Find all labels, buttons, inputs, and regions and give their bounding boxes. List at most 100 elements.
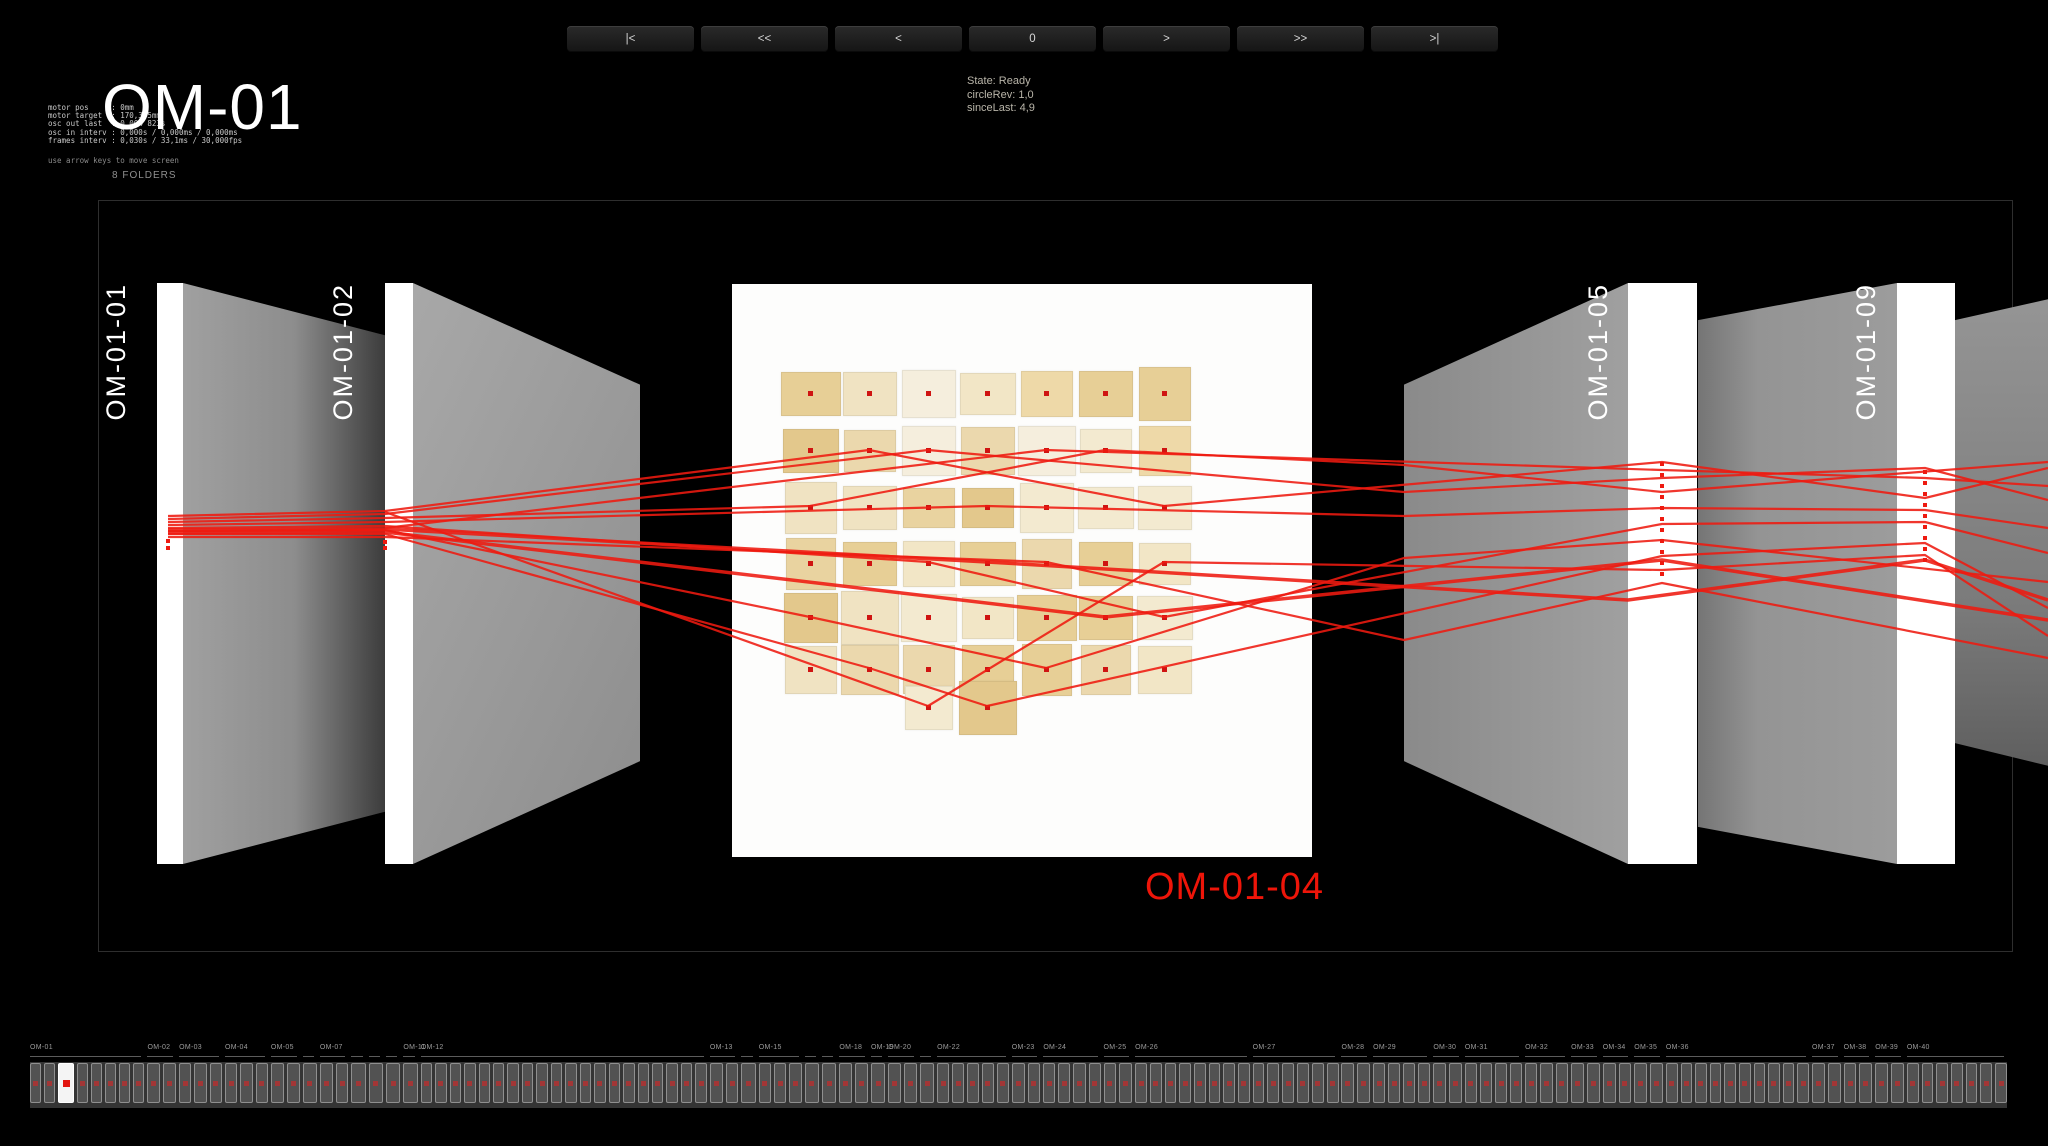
- document-thumbnail[interactable]: [1136, 596, 1194, 640]
- timeline-cell[interactable]: [507, 1063, 519, 1103]
- timeline-cell[interactable]: [1921, 1063, 1934, 1103]
- document-thumbnail[interactable]: [1138, 486, 1192, 530]
- timeline-cell[interactable]: [1555, 1063, 1569, 1103]
- timeline-cell[interactable]: [904, 1063, 917, 1103]
- timeline-cell[interactable]: [1043, 1063, 1056, 1103]
- timeline-cell[interactable]: [1464, 1063, 1477, 1103]
- document-thumbnail[interactable]: [1078, 596, 1134, 640]
- timeline-cell[interactable]: [1088, 1063, 1101, 1103]
- timeline-cell[interactable]: [225, 1063, 238, 1103]
- document-thumbnail[interactable]: [903, 487, 955, 529]
- timeline-cell[interactable]: [594, 1063, 606, 1103]
- timeline-cell[interactable]: [966, 1063, 979, 1103]
- document-thumbnail[interactable]: [1079, 371, 1133, 417]
- timeline-cell[interactable]: [1951, 1063, 1963, 1103]
- timeline-cell[interactable]: [1164, 1063, 1177, 1103]
- timeline-cell[interactable]: [623, 1063, 635, 1103]
- timeline-cell[interactable]: [1843, 1063, 1857, 1103]
- timeline-cell[interactable]: [1680, 1063, 1693, 1103]
- timeline-cell[interactable]: [789, 1063, 802, 1103]
- timeline-cell[interactable]: [1479, 1063, 1493, 1103]
- document-thumbnail[interactable]: [841, 591, 899, 645]
- timeline-cell[interactable]: [1811, 1063, 1825, 1103]
- timeline-cell[interactable]: [435, 1063, 447, 1103]
- timeline-cell[interactable]: [1208, 1063, 1221, 1103]
- timeline-cell[interactable]: [1149, 1063, 1162, 1103]
- timeline-cell[interactable]: [536, 1063, 548, 1103]
- timeline-cell[interactable]: [680, 1063, 693, 1103]
- document-thumbnail[interactable]: [1078, 542, 1134, 586]
- timeline-cell[interactable]: [1495, 1063, 1508, 1103]
- timeline-cell[interactable]: [133, 1063, 145, 1103]
- timeline-cell[interactable]: [335, 1063, 349, 1103]
- timeline-cell[interactable]: [1724, 1063, 1736, 1103]
- timeline-cell[interactable]: [1011, 1063, 1025, 1103]
- timeline-cell[interactable]: [1510, 1063, 1523, 1103]
- timeline-cell[interactable]: [565, 1063, 577, 1103]
- document-thumbnail[interactable]: [960, 372, 1016, 416]
- document-thumbnail[interactable]: [1019, 482, 1074, 534]
- timeline-cell[interactable]: [403, 1063, 418, 1103]
- timeline-cell[interactable]: [1326, 1063, 1339, 1103]
- timeline-cell[interactable]: [270, 1063, 284, 1103]
- timeline-cell[interactable]: [579, 1063, 592, 1103]
- timeline-cell[interactable]: [695, 1063, 707, 1103]
- timeline-cell[interactable]: [1586, 1063, 1600, 1103]
- timeline-cell[interactable]: [1403, 1063, 1416, 1103]
- timeline-cell[interactable]: [1782, 1063, 1795, 1103]
- document-thumbnail[interactable]: [1077, 487, 1135, 529]
- timeline-cell[interactable]: [1418, 1063, 1431, 1103]
- timeline-cell[interactable]: [240, 1063, 253, 1103]
- folder-spine-om-01-01[interactable]: [157, 283, 183, 864]
- document-thumbnail[interactable]: [1017, 594, 1077, 642]
- timeline-cell[interactable]: [1618, 1063, 1632, 1103]
- timeline-cell[interactable]: [179, 1063, 192, 1103]
- timeline-cell[interactable]: [1571, 1063, 1584, 1103]
- document-thumbnail[interactable]: [960, 542, 1016, 586]
- timeline-cell[interactable]: [709, 1063, 723, 1103]
- timeline-cell[interactable]: [147, 1063, 161, 1103]
- timeline-cell[interactable]: [1650, 1063, 1663, 1103]
- timeline-cell[interactable]: [919, 1063, 935, 1103]
- document-thumbnail[interactable]: [1139, 367, 1191, 421]
- jump-first-button[interactable]: |<: [567, 26, 694, 52]
- timeline-cell[interactable]: [1119, 1063, 1133, 1103]
- timeline-cell[interactable]: [1027, 1063, 1041, 1103]
- timeline-cell[interactable]: [209, 1063, 223, 1103]
- timeline-cell[interactable]: [1665, 1063, 1678, 1103]
- timeline-cell[interactable]: [1709, 1063, 1722, 1103]
- timeline-cell[interactable]: [464, 1063, 476, 1103]
- timeline-cell[interactable]: [386, 1063, 401, 1103]
- document-thumbnail[interactable]: [902, 541, 956, 587]
- timeline-cell[interactable]: [774, 1063, 787, 1103]
- document-thumbnail[interactable]: [962, 487, 1014, 529]
- timeline-cell[interactable]: [1135, 1063, 1147, 1103]
- timeline-cell[interactable]: [1073, 1063, 1086, 1103]
- timeline-cell[interactable]: [76, 1063, 88, 1103]
- step-back-button[interactable]: <: [835, 26, 962, 52]
- timeline-cell[interactable]: [725, 1063, 739, 1103]
- timeline-cell[interactable]: [30, 1063, 42, 1103]
- document-thumbnail[interactable]: [785, 645, 837, 695]
- forward-fast-button[interactable]: >>: [1237, 26, 1364, 52]
- timeline-cell[interactable]: [1540, 1063, 1553, 1103]
- timeline-cell[interactable]: [1433, 1063, 1447, 1103]
- timeline-cell[interactable]: [420, 1063, 433, 1103]
- timeline-cell[interactable]: [1827, 1063, 1841, 1103]
- step-forward-button[interactable]: >: [1103, 26, 1230, 52]
- timeline-cell[interactable]: [637, 1063, 649, 1103]
- timeline-cell[interactable]: [1859, 1063, 1873, 1103]
- timeline-cell[interactable]: [1237, 1063, 1250, 1103]
- document-thumbnail[interactable]: [902, 425, 956, 477]
- timeline-cell[interactable]: [1753, 1063, 1766, 1103]
- document-thumbnail[interactable]: [786, 538, 836, 590]
- timeline-cell[interactable]: [1311, 1063, 1324, 1103]
- document-thumbnail[interactable]: [958, 681, 1018, 735]
- document-thumbnail[interactable]: [784, 593, 838, 643]
- timeline-cell[interactable]: [478, 1063, 490, 1103]
- timeline-cell[interactable]: [758, 1063, 772, 1103]
- timeline-cell[interactable]: [1875, 1063, 1889, 1103]
- timeline-cell[interactable]: [1936, 1063, 1949, 1103]
- timeline-cell[interactable]: [608, 1063, 621, 1103]
- timeline-cell[interactable]: [952, 1063, 964, 1103]
